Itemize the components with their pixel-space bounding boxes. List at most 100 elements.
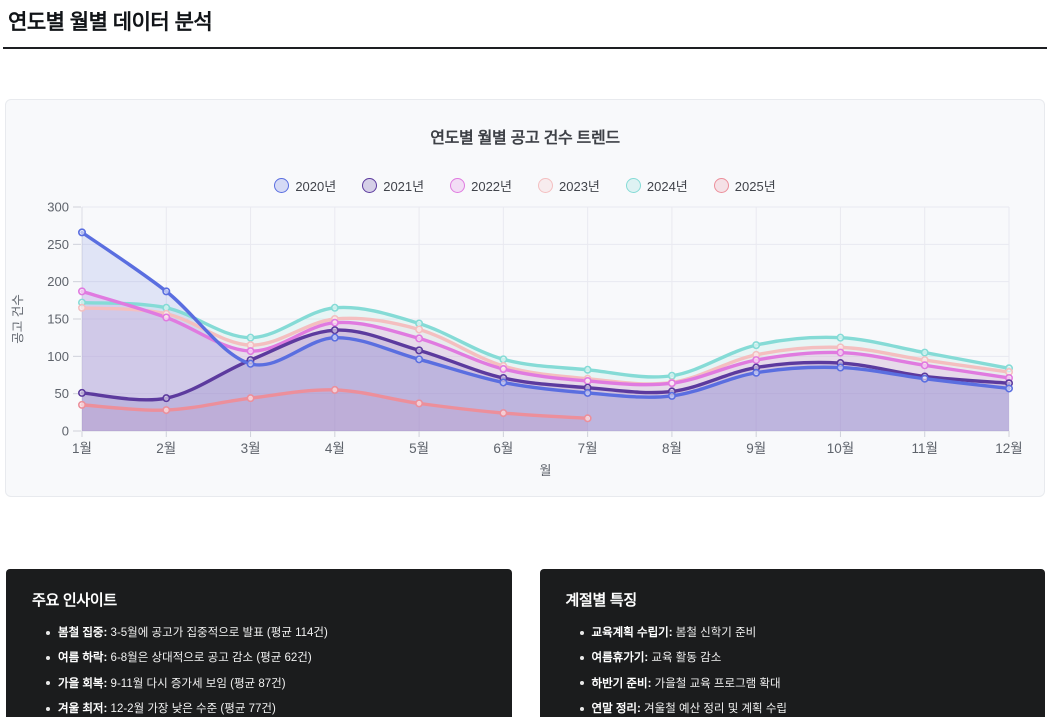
insight-item: 연말 정리: 겨울철 예산 정리 및 계획 수립 [579, 702, 1020, 716]
svg-text:150: 150 [47, 312, 69, 327]
svg-text:6월: 6월 [493, 441, 513, 456]
data-point[interactable] [667, 391, 676, 400]
legend-label: 2025년 [734, 178, 776, 194]
data-point[interactable] [78, 228, 87, 237]
insight-item: 여름휴가기: 교육 활동 감소 [579, 651, 1020, 665]
svg-text:50: 50 [55, 386, 69, 401]
data-point[interactable] [920, 374, 929, 383]
data-point[interactable] [78, 287, 87, 296]
data-point[interactable] [920, 361, 929, 370]
insight-item: 겨울 최저: 12-2월 가장 낮은 수준 (평균 77건) [46, 702, 486, 716]
insight-item: 하반기 준비: 가을철 교육 프로그램 확대 [579, 677, 1020, 691]
data-point[interactable] [1004, 384, 1013, 393]
data-point[interactable] [415, 399, 424, 408]
trend-line-chart[interactable]: 0 50 100 150 200 250 300 1월 2월 3월 4월 5월 6월 7월 8월 9월 10월 1… [6, 194, 1044, 484]
legend-swatch-icon [450, 177, 466, 193]
svg-text:9월: 9월 [746, 441, 766, 456]
data-point[interactable] [415, 325, 424, 334]
legend-label: 2022년 [471, 178, 512, 194]
legend-swatch-icon [538, 177, 553, 193]
svg-text:7월: 7월 [578, 441, 598, 456]
svg-text:2월: 2월 [156, 441, 176, 456]
svg-text:250: 250 [47, 237, 69, 252]
data-point[interactable] [499, 355, 508, 364]
insights-row: 주요 인사이트 봄철 집중: 3-5월에 공고가 집중적으로 발표 (평균 11… [6, 569, 1045, 717]
insight-item: 여름 하락: 6-8월은 상대적으로 공고 감소 (평균 62건) [46, 651, 486, 665]
data-point[interactable] [246, 333, 255, 342]
data-point[interactable] [499, 409, 508, 418]
data-point[interactable] [499, 365, 508, 374]
data-point[interactable] [583, 376, 592, 385]
legend-swatch-icon [362, 177, 378, 193]
data-point[interactable] [162, 394, 171, 403]
data-point[interactable] [246, 347, 255, 356]
data-point[interactable] [667, 371, 676, 380]
legend-swatch-icon [625, 177, 641, 193]
svg-text:0: 0 [62, 424, 69, 439]
svg-text:월: 월 [540, 463, 552, 478]
data-point[interactable] [415, 355, 424, 364]
data-point[interactable] [78, 388, 87, 397]
svg-text:8월: 8월 [662, 441, 682, 456]
data-point[interactable] [330, 303, 339, 312]
data-point[interactable] [78, 303, 87, 312]
title-divider [3, 47, 1047, 49]
data-point[interactable] [836, 333, 845, 342]
data-point[interactable] [583, 414, 592, 423]
chart-legend: 2020년 2021년 2022년 2023년 2024년 2025년 [6, 176, 1044, 194]
svg-text:공고 건수: 공고 건수 [11, 294, 25, 343]
legend-item-2024[interactable]: 2024년 [625, 176, 688, 195]
legend-label: 2020년 [295, 178, 337, 194]
legend-item-2021[interactable]: 2021년 [362, 176, 424, 195]
data-point[interactable] [752, 356, 761, 365]
data-point[interactable] [583, 388, 592, 397]
svg-text:11월: 11월 [912, 441, 938, 456]
seasonal-title: 계절별 특징 [565, 592, 638, 609]
key-insights-list: 봄철 집중: 3-5월에 공고가 집중적으로 발표 (평균 114건) 여름 하락… [32, 626, 486, 717]
legend-label: 2024년 [646, 178, 688, 194]
data-point[interactable] [667, 379, 676, 388]
legend-label: 2021년 [383, 178, 425, 194]
svg-text:300: 300 [47, 200, 69, 215]
legend-item-2022[interactable]: 2022년 [450, 176, 512, 195]
key-insights-title: 주요 인사이트 [32, 592, 117, 609]
data-point[interactable] [583, 365, 592, 374]
data-point[interactable] [162, 313, 171, 322]
data-point[interactable] [162, 406, 171, 415]
data-point[interactable] [246, 359, 255, 368]
legend-swatch-icon [274, 177, 290, 193]
legend-item-2025[interactable]: 2025년 [713, 176, 776, 195]
insight-item: 교육계획 수립기: 봄철 신학기 준비 [579, 626, 1020, 640]
data-point[interactable] [920, 348, 929, 357]
svg-text:100: 100 [47, 349, 69, 364]
insight-item: 가을 회복: 9-11월 다시 증가세 보임 (평균 87건) [46, 677, 486, 691]
insight-item: 봄철 집중: 3-5월에 공고가 집중적으로 발표 (평균 114건) [46, 626, 486, 640]
data-point[interactable] [752, 341, 761, 350]
legend-label: 2023년 [559, 178, 600, 194]
legend-item-2023[interactable]: 2023년 [538, 176, 600, 195]
data-point[interactable] [752, 368, 761, 377]
svg-text:5월: 5월 [409, 441, 429, 456]
data-point[interactable] [78, 400, 87, 409]
svg-text:1월: 1월 [72, 441, 92, 456]
data-point[interactable] [836, 363, 845, 372]
data-point[interactable] [415, 334, 424, 343]
legend-item-2020[interactable]: 2020년 [274, 176, 336, 195]
data-point[interactable] [162, 287, 171, 296]
data-point[interactable] [499, 378, 508, 387]
data-point[interactable] [330, 333, 339, 342]
data-point[interactable] [330, 318, 339, 327]
data-point[interactable] [330, 385, 339, 394]
legend-swatch-icon [713, 177, 729, 193]
chart-card: 연도별 월별 공고 건수 트렌드 2020년 2021년 2022년 2023년 202… [5, 99, 1045, 497]
key-insights-card: 주요 인사이트 봄철 집중: 3-5월에 공고가 집중적으로 발표 (평균 11… [6, 569, 512, 717]
svg-text:4월: 4월 [325, 441, 345, 456]
data-point[interactable] [836, 348, 845, 357]
data-point[interactable] [415, 346, 424, 355]
svg-text:10월: 10월 [827, 441, 854, 456]
data-point[interactable] [246, 394, 255, 403]
data-point[interactable] [330, 326, 339, 335]
svg-text:200: 200 [47, 274, 69, 289]
